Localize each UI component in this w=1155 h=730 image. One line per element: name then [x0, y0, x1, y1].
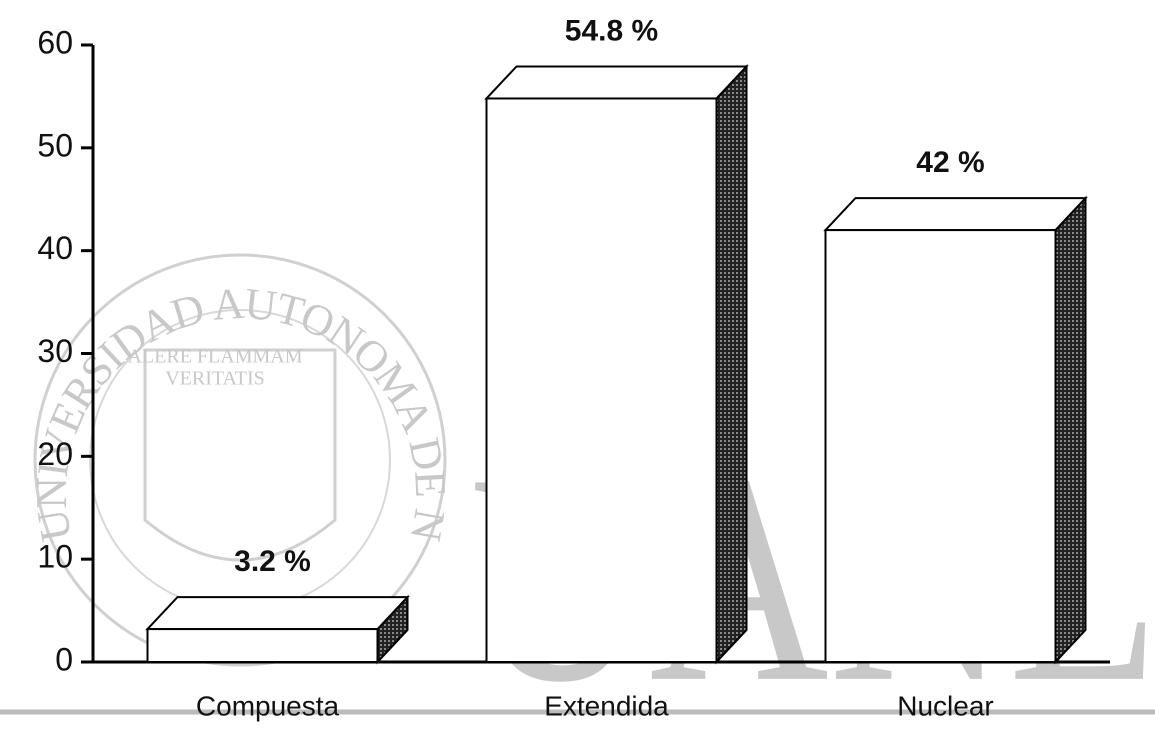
- bar-top: [484, 65, 749, 100]
- y-tick-label: 40: [37, 230, 73, 266]
- value-label: 42 %: [916, 146, 984, 179]
- seal-motto: ALERE FLAMMAM: [127, 346, 302, 368]
- y-tick-label: 60: [37, 24, 73, 60]
- y-tick-label: 0: [55, 641, 73, 677]
- seal-ring: [33, 253, 447, 667]
- bar: [146, 628, 379, 663]
- bar: [485, 97, 718, 664]
- y-tick-label: 20: [37, 436, 73, 472]
- bar-top: [145, 596, 410, 631]
- value-label: 3.2 %: [234, 545, 311, 578]
- value-label: 54.8 %: [565, 14, 658, 47]
- y-tick-label: 10: [37, 539, 73, 575]
- x-tick-label: Extendida: [544, 690, 669, 721]
- seal-shield: [143, 348, 337, 562]
- bar-side: [715, 63, 748, 665]
- y-tick-label: 30: [37, 333, 73, 369]
- bar-side: [1054, 195, 1087, 665]
- x-tick-label: Nuclear: [897, 690, 993, 721]
- bar-top: [823, 197, 1088, 232]
- seal-motto: VERITATIS: [165, 368, 265, 390]
- bar: [824, 229, 1057, 663]
- y-tick-label: 50: [37, 127, 73, 163]
- x-tick-label: Compuesta: [196, 690, 340, 721]
